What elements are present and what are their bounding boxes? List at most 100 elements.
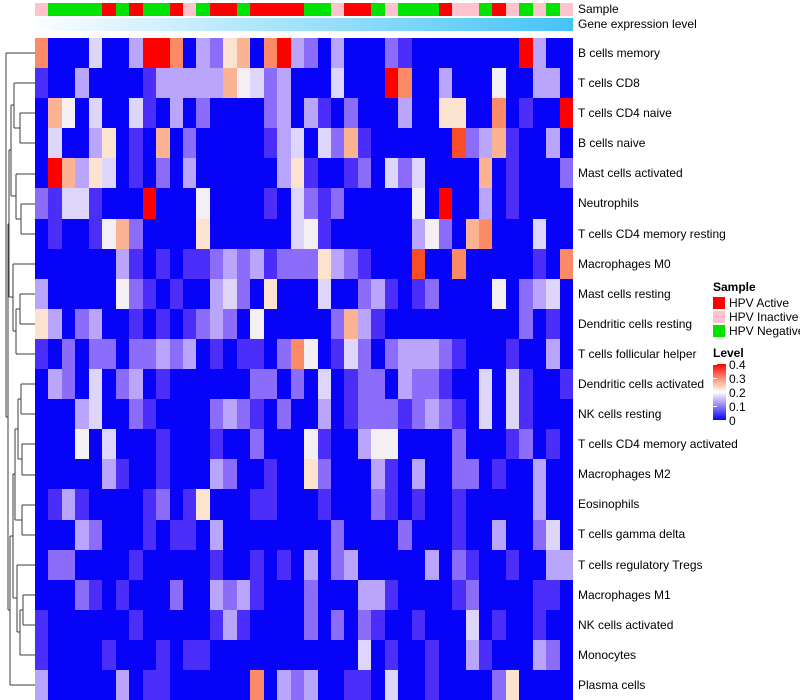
heatmap-cell [61, 459, 76, 490]
heatmap-cell [438, 369, 453, 400]
heatmap-cell [505, 549, 520, 580]
heatmap-cell [169, 669, 183, 700]
heatmap-cell [411, 218, 426, 249]
heatmap-cell [559, 459, 574, 490]
heatmap-cell [35, 188, 49, 219]
heatmap-cell [546, 519, 560, 550]
heatmap-cell [182, 218, 197, 249]
heatmap-cell [102, 369, 116, 400]
heatmap-cell [438, 278, 453, 309]
heatmap-cell [142, 609, 157, 640]
heatmap-cell [169, 158, 183, 189]
heatmap-cell [182, 609, 197, 640]
heatmap-cell [129, 68, 143, 99]
heatmap-cell [384, 459, 399, 490]
heatmap-cell [142, 38, 157, 69]
heatmap-cell [330, 218, 345, 249]
heatmap-cell [182, 639, 197, 670]
heatmap-cell [61, 519, 76, 550]
heatmap-cell [48, 639, 62, 670]
heatmap-cell [250, 338, 264, 370]
heatmap-cell [236, 609, 251, 640]
heatmap-cell [465, 429, 479, 460]
heatmap-cell [357, 158, 372, 189]
heatmap-cell [169, 459, 183, 490]
sample-annotation-cell [344, 3, 358, 16]
heatmap-cell [304, 128, 318, 159]
heatmap-cell [438, 218, 453, 249]
heatmap-cell [142, 308, 157, 339]
heatmap-cell [478, 128, 493, 159]
row-dendrogram [5, 52, 35, 686]
heatmap-cell [532, 519, 547, 550]
heatmap-cell [505, 68, 520, 99]
heatmap-cell [142, 338, 157, 370]
heatmap-cell [223, 188, 237, 219]
heatmap-cell [384, 399, 399, 430]
heatmap-cell [102, 549, 116, 580]
heatmap-cell [277, 399, 291, 430]
heatmap-cell [196, 248, 210, 279]
heatmap-cell [519, 429, 533, 460]
heatmap-cell [263, 399, 278, 430]
heatmap-cell [330, 188, 345, 219]
heatmap-cell [223, 38, 237, 69]
heatmap-cell [277, 68, 291, 99]
heatmap-cell [519, 519, 533, 550]
heatmap-cell [492, 489, 506, 520]
heatmap-cell [465, 459, 479, 490]
heatmap-cell [250, 609, 264, 640]
heatmap-cell [263, 639, 278, 670]
heatmap-cell [263, 68, 278, 99]
heatmap-cell [505, 459, 520, 490]
heatmap-cell [223, 459, 237, 490]
heatmap-cell [519, 338, 533, 370]
heatmap-cell [438, 609, 453, 640]
heatmap-cell [492, 429, 506, 460]
heatmap-cell [277, 669, 291, 700]
heatmap-cell [102, 459, 116, 490]
heatmap-cell [102, 639, 116, 670]
hpv-negative-label: HPV Negative [729, 324, 800, 338]
heatmap-cell [263, 278, 278, 309]
heatmap-cell [277, 579, 291, 610]
heatmap-cell [169, 399, 183, 430]
heatmap-cell [559, 429, 574, 460]
heatmap-cell [425, 489, 439, 520]
heatmap-cell [102, 429, 116, 460]
heatmap-cell [478, 68, 493, 99]
heatmap-cell [330, 278, 345, 309]
heatmap-cell [304, 609, 318, 640]
heatmap-cell [156, 128, 170, 159]
heatmap-cell [236, 158, 251, 189]
heatmap-cell [290, 98, 305, 129]
heatmap-cell [263, 669, 278, 700]
heatmap-cell [35, 399, 49, 430]
heatmap-cell [48, 579, 62, 610]
heatmap-cell [209, 38, 224, 69]
heatmap-cell [304, 188, 318, 219]
heatmap-cell [559, 278, 574, 309]
heatmap-cell [263, 218, 278, 249]
heatmap-cell [35, 369, 49, 400]
heatmap-cell [102, 278, 116, 309]
heatmap-cell [209, 188, 224, 219]
heatmap-row [35, 158, 574, 189]
heatmap-cell [384, 308, 399, 339]
heatmap-cell [61, 639, 76, 670]
sample-annotation-cell [75, 3, 89, 16]
heatmap-cell [35, 338, 49, 370]
heatmap-cell [156, 459, 170, 490]
heatmap-cell [209, 609, 224, 640]
heatmap-cell [250, 38, 264, 69]
sample-annotation-label: Sample [578, 2, 619, 16]
heatmap-cell [465, 338, 479, 370]
heatmap-cell [344, 459, 358, 490]
heatmap-cell [236, 68, 251, 99]
heatmap-cell [344, 248, 358, 279]
heatmap-cell [532, 609, 547, 640]
heatmap-cell [452, 609, 466, 640]
heatmap-cell [398, 218, 412, 249]
heatmap-cell [75, 579, 89, 610]
heatmap-cell [344, 579, 358, 610]
